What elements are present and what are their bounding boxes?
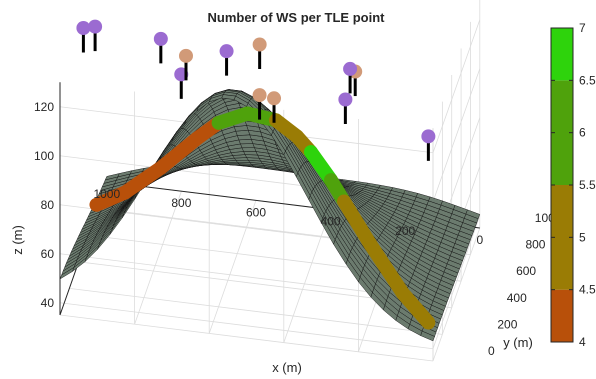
- wind-stations: [76, 19, 436, 161]
- colorbar-band: [551, 289, 573, 342]
- wind-station-marker: [219, 44, 234, 76]
- wind-station-marker: [343, 61, 358, 94]
- x-tick-label: 200: [395, 224, 415, 238]
- wind-station-marker: [153, 31, 168, 64]
- y-tick-label: 200: [497, 317, 517, 331]
- surface-cell: [59, 266, 75, 280]
- surface-cell: [241, 147, 257, 152]
- tle-segment: [153, 131, 205, 175]
- z-axis-ticks: 40 60 80 100 120: [34, 100, 54, 310]
- z-tick-label: 120: [34, 100, 54, 114]
- colorbar: 4 4.5 5 5.5 6 6.5 7: [550, 21, 596, 349]
- x-tick-label: 0: [476, 233, 483, 247]
- wind-station-marker: [267, 91, 282, 123]
- tle-segment: [363, 237, 410, 301]
- z-tick-label: 100: [34, 149, 54, 163]
- colorbar-tick-label: 5: [579, 230, 586, 244]
- y-tick-label: 0: [488, 344, 495, 358]
- z-tick-label: 80: [41, 198, 55, 212]
- colorbar-band: [551, 28, 573, 81]
- x-axis-ticks: 1000 800 600 400 200 0: [93, 187, 483, 247]
- wind-station-marker: [421, 129, 436, 161]
- z-axis-label: z (m): [10, 225, 25, 255]
- x-axis-label: x (m): [272, 360, 302, 375]
- wind-station-marker: [76, 21, 91, 53]
- z-tick-label: 60: [41, 247, 55, 261]
- wind-station-marker: [178, 48, 193, 81]
- y-tick-label: 800: [525, 238, 545, 252]
- surface-cell: [235, 159, 251, 163]
- colorbar-tick-label: 7: [579, 21, 586, 35]
- y-axis-label: y (m): [503, 335, 533, 350]
- colorbar-tick-label: 6.5: [579, 73, 596, 87]
- chart-title: Number of WS per TLE point: [208, 10, 386, 25]
- z-tick-label: 40: [41, 296, 55, 310]
- x-tick-label: 800: [171, 196, 191, 210]
- y-tick-label: 400: [507, 291, 527, 305]
- tle-path: [89, 106, 436, 330]
- tle-segment: [117, 160, 168, 200]
- wind-station-marker: [88, 19, 103, 52]
- wind-station-marker: [252, 88, 267, 120]
- tle-segment: [395, 286, 436, 330]
- x-tick-label: 600: [246, 205, 266, 219]
- colorbar-tick-label: 4: [579, 335, 586, 349]
- wind-station-marker: [338, 92, 353, 124]
- tle-segment: [337, 194, 378, 252]
- y-tick-label: 600: [516, 264, 536, 278]
- x-tick-label: 400: [321, 215, 341, 229]
- x-tick-label: 1000: [93, 187, 120, 201]
- colorbar-band: [551, 80, 573, 185]
- colorbar-tick-label: 5.5: [579, 178, 596, 192]
- colorbar-tick-label: 6: [579, 126, 586, 140]
- surface-cell: [240, 143, 255, 149]
- wind-station-marker: [252, 37, 267, 70]
- surface-cell: [243, 151, 258, 156]
- colorbar-band: [551, 185, 573, 290]
- colorbar-tick-label: 4.5: [579, 283, 596, 297]
